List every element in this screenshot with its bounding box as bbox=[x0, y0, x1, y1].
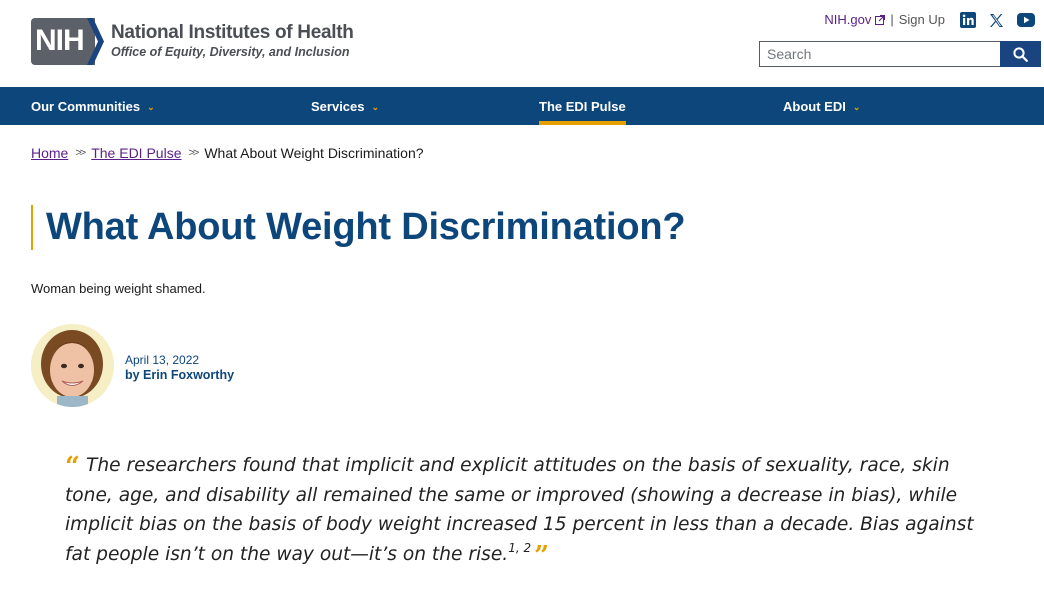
nav-services[interactable]: Services ⌄ bbox=[311, 98, 380, 114]
breadcrumb-separator-icon: >> bbox=[75, 147, 86, 159]
external-link-icon bbox=[875, 14, 886, 25]
social-links bbox=[960, 12, 1035, 28]
page-title-block: What About Weight Discrimination? bbox=[31, 205, 686, 250]
publish-date: April 13, 2022 bbox=[125, 353, 200, 367]
youtube-icon[interactable] bbox=[1017, 13, 1035, 27]
x-icon[interactable] bbox=[989, 13, 1004, 28]
chevron-down-icon: ⌄ bbox=[147, 101, 155, 112]
open-quote-icon: “ bbox=[65, 452, 80, 482]
breadcrumb-separator-icon: >> bbox=[188, 147, 199, 159]
nav-our-communities[interactable]: Our Communities ⌄ bbox=[31, 98, 155, 114]
chevron-down-icon: ⌄ bbox=[371, 101, 380, 112]
search-button[interactable] bbox=[1000, 41, 1041, 67]
image-caption: Woman being weight shamed. bbox=[31, 281, 206, 296]
author-avatar bbox=[31, 324, 114, 407]
search-input[interactable] bbox=[759, 41, 1000, 67]
search-form bbox=[759, 41, 1041, 67]
nih-logo[interactable]: NIH National Institutes of Health Office… bbox=[31, 18, 354, 65]
sign-up-link[interactable]: Sign Up bbox=[898, 12, 945, 27]
footnote-refs[interactable]: 1, 2 bbox=[508, 540, 532, 555]
nih-gov-link[interactable]: NIH.gov bbox=[824, 12, 872, 27]
close-quote-icon: ” bbox=[534, 540, 550, 571]
author-name: by Erin Foxworthy bbox=[125, 368, 235, 382]
nav-the-edi-pulse[interactable]: The EDI Pulse bbox=[539, 87, 626, 125]
breadcrumb-edi-pulse[interactable]: The EDI Pulse bbox=[91, 145, 182, 161]
pull-quote: “The researchers found that implicit and… bbox=[65, 451, 995, 571]
main-nav: Our Communities ⌄ Services ⌄ The EDI Pulse… bbox=[0, 87, 1044, 125]
nav-about-edi[interactable]: About EDI ⌄ bbox=[783, 98, 861, 114]
linkedin-icon[interactable] bbox=[960, 12, 976, 28]
page-title: What About Weight Discrimination? bbox=[46, 206, 686, 248]
search-icon bbox=[1013, 46, 1028, 62]
breadcrumb: Home >> The EDI Pulse >> What About Weig… bbox=[31, 145, 424, 161]
article-meta: April 13, 2022 by Erin Foxworthy bbox=[125, 353, 234, 383]
site-header: NIH National Institutes of Health Office… bbox=[0, 0, 1044, 87]
utility-separator: | bbox=[890, 12, 894, 27]
quote-text: The researchers found that implicit and … bbox=[65, 455, 974, 565]
logo-subtitle: Office of Equity, Diversity, and Inclusi… bbox=[111, 45, 350, 59]
breadcrumb-current: What About Weight Discrimination? bbox=[204, 145, 424, 161]
utility-links: NIH.gov | Sign Up bbox=[824, 12, 945, 27]
breadcrumb-home[interactable]: Home bbox=[31, 145, 69, 161]
nih-logo-mark: NIH bbox=[31, 18, 105, 65]
logo-title: National Institutes of Health bbox=[111, 22, 354, 43]
chevron-down-icon: ⌄ bbox=[852, 101, 861, 112]
